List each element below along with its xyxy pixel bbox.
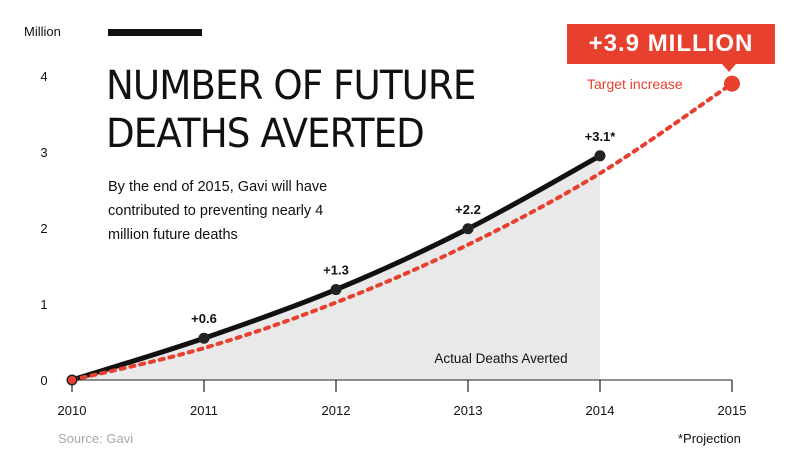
chart-title: NUMBER OF FUTURE DEATHS AVERTED	[106, 63, 476, 157]
actual-data-label: +2.2	[455, 202, 481, 217]
target-line	[70, 81, 734, 382]
actual-data-label: +3.1*	[585, 129, 617, 144]
title-accent-bar	[108, 29, 202, 36]
chart-description: By the end of 2015, Gavi will have contr…	[108, 179, 328, 243]
actual-point	[330, 284, 342, 296]
target-headline: +3.9 MILLION	[567, 24, 775, 64]
x-tick-label: 2010	[58, 403, 87, 418]
actual-data-label: +0.6	[191, 311, 217, 326]
projection-footnote: *Projection	[678, 431, 741, 446]
y-tick-label: 2	[40, 221, 47, 236]
actual-data-label: +1.3	[323, 263, 349, 278]
y-tick-label: 4	[40, 69, 47, 84]
x-tick-label: 2015	[718, 403, 747, 418]
target-pointer	[722, 64, 736, 72]
y-tick-label: 1	[40, 297, 47, 312]
target-start-point	[68, 376, 76, 384]
target-end-point	[724, 75, 740, 92]
actual-point	[198, 332, 210, 344]
y-axis-label: Million	[24, 24, 61, 39]
y-tick-label: 3	[40, 145, 47, 160]
y-tick-label: 0	[40, 373, 47, 388]
x-tick-label: 2011	[190, 403, 218, 418]
actual-point	[462, 223, 474, 235]
target-label: Target increase	[587, 76, 683, 92]
area-label: Actual Deaths Averted	[434, 351, 567, 366]
source-note: Source: Gavi	[58, 431, 134, 446]
x-tick-label: 2014	[586, 403, 615, 418]
actual-point	[594, 150, 606, 162]
x-tick-label: 2013	[454, 403, 483, 418]
x-tick-label: 2012	[322, 403, 351, 418]
actual-area	[72, 155, 600, 380]
